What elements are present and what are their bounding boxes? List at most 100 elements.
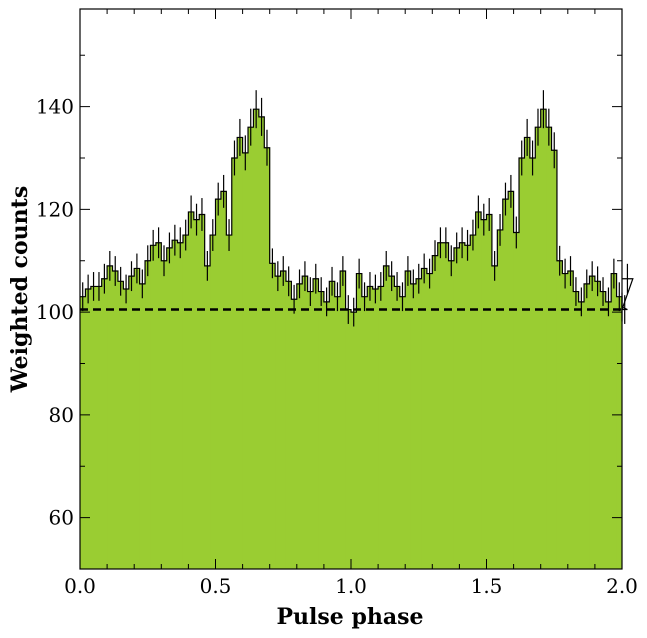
histogram-bar: [481, 219, 487, 569]
histogram-bar: [535, 127, 542, 570]
histogram-bar: [85, 289, 92, 569]
histogram-bar: [464, 245, 471, 570]
y-tick-label: 140: [36, 95, 74, 119]
histogram-bar: [134, 268, 141, 569]
histogram-bar: [524, 137, 531, 569]
histogram-bar: [145, 260, 151, 569]
histogram-bar: [388, 276, 395, 569]
histogram-bar: [578, 301, 585, 569]
histogram-bars: [80, 109, 623, 570]
histogram-bar: [611, 273, 617, 569]
histogram-bar: [269, 263, 276, 569]
histogram-bar: [123, 289, 130, 569]
histogram-step-outline: [80, 108, 634, 313]
histogram-bar: [475, 211, 482, 569]
histogram-bar: [161, 260, 168, 569]
histogram-bar: [107, 265, 113, 569]
histogram-bar: [323, 301, 330, 569]
histogram-bar: [199, 214, 206, 570]
histogram-bar: [426, 273, 433, 569]
histogram-bar: [448, 260, 455, 569]
y-tick-label: 100: [36, 300, 74, 324]
histogram-bar: [313, 278, 319, 569]
histogram-bar: [546, 127, 552, 570]
histogram-bar: [437, 242, 444, 569]
histogram-bar: [372, 289, 379, 569]
histogram-bar: [248, 127, 254, 570]
histogram-bar: [491, 265, 498, 569]
histogram-bar: [497, 229, 504, 570]
histogram-bar: [150, 245, 157, 570]
histogram-bar: [101, 278, 108, 569]
histogram-bar: [567, 271, 574, 569]
histogram-bar: [421, 268, 428, 569]
y-tick-label: 80: [49, 403, 74, 427]
x-tick-label: 0.0: [64, 574, 96, 598]
histogram-bar: [540, 109, 547, 570]
histogram-bar: [220, 191, 227, 569]
histogram-bar: [340, 271, 346, 569]
histogram-bar: [231, 157, 238, 569]
histogram-bar: [258, 116, 265, 570]
histogram-bar: [204, 265, 211, 569]
histogram-bar: [589, 276, 596, 569]
histogram-bar: [302, 276, 309, 569]
histogram-bar: [318, 291, 325, 569]
histogram-bar: [296, 283, 303, 569]
histogram-bar: [584, 283, 590, 569]
histogram-bar: [378, 286, 384, 569]
histogram-bar: [361, 296, 368, 569]
histogram-bar: [329, 281, 336, 569]
histogram-bar: [128, 276, 135, 569]
histogram-bar: [551, 150, 558, 569]
histogram-bar: [529, 157, 536, 569]
y-axis-label: Weighted counts: [7, 186, 33, 393]
histogram-bar: [182, 235, 189, 569]
histogram-bar: [453, 247, 460, 569]
histogram-bar: [253, 109, 260, 570]
histogram-bar: [307, 291, 314, 569]
histogram-bar: [193, 219, 200, 569]
histogram-bar: [594, 281, 601, 569]
histogram-bar: [556, 260, 563, 569]
histogram-bar: [605, 301, 612, 569]
histogram-bar: [367, 286, 374, 569]
x-tick-label: 0.5: [200, 574, 232, 598]
histogram-bar: [600, 291, 607, 569]
histogram-bar: [188, 211, 195, 569]
histogram-bar: [215, 199, 222, 569]
histogram-bar: [177, 242, 184, 569]
histogram-bar: [443, 242, 449, 569]
histogram-bar: [573, 291, 580, 569]
histogram-bar: [242, 152, 249, 569]
histogram-bar: [562, 273, 569, 569]
y-tick-label: 120: [36, 197, 74, 221]
histogram-bar: [334, 296, 341, 569]
histogram-bar: [383, 265, 390, 569]
x-tick-label: 1.5: [471, 574, 503, 598]
histogram-bar: [291, 299, 298, 569]
histogram-bar: [508, 191, 514, 569]
histogram-bar: [210, 235, 216, 569]
histogram-bar: [226, 235, 233, 569]
histogram-bar: [502, 199, 509, 569]
histogram-bar: [166, 247, 173, 569]
histogram-bar: [172, 240, 178, 569]
histogram-bar: [139, 283, 146, 569]
histogram-bar: [616, 296, 623, 569]
histogram-bar: [432, 255, 439, 569]
histogram-bar: [351, 312, 357, 569]
x-tick-label: 2.0: [606, 574, 638, 598]
histogram-bar: [345, 309, 352, 569]
y-tick-label: 60: [49, 506, 74, 530]
histogram-bar: [410, 283, 417, 569]
histogram-bar: [394, 286, 401, 569]
histogram-bar: [416, 278, 422, 569]
histogram-bar: [519, 157, 525, 569]
histogram-bar: [264, 147, 271, 570]
histogram-bar: [117, 281, 124, 569]
histogram-bar: [459, 242, 466, 569]
histogram-bar: [399, 296, 406, 569]
histogram-bar: [112, 271, 119, 569]
